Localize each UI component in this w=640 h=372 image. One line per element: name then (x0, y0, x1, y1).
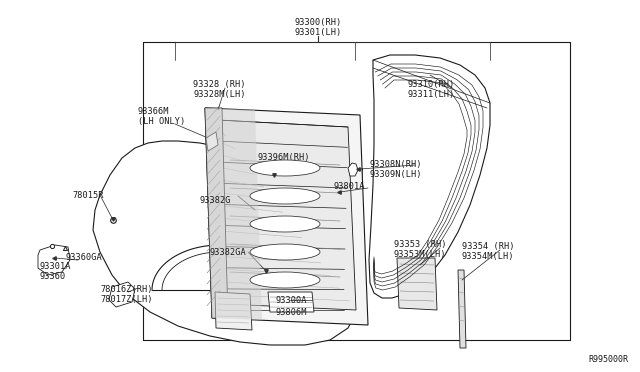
Text: 93366M: 93366M (138, 107, 170, 116)
Polygon shape (268, 292, 314, 312)
Text: 93353 (RH): 93353 (RH) (394, 240, 447, 249)
Ellipse shape (250, 216, 320, 232)
Text: 93301A: 93301A (40, 262, 72, 271)
Text: 93354 (RH): 93354 (RH) (462, 242, 515, 251)
Polygon shape (215, 292, 252, 330)
Text: R995000R: R995000R (588, 355, 628, 364)
Text: 93328 (RH): 93328 (RH) (193, 80, 246, 89)
Text: 93328M(LH): 93328M(LH) (193, 90, 246, 99)
Text: 93310(RH): 93310(RH) (408, 80, 455, 89)
Polygon shape (218, 120, 356, 310)
Text: 93300(RH): 93300(RH) (294, 18, 342, 27)
Text: 93360: 93360 (40, 272, 67, 281)
Polygon shape (205, 108, 228, 318)
Polygon shape (205, 108, 262, 320)
Polygon shape (206, 132, 218, 151)
Text: 93806M: 93806M (275, 308, 307, 317)
Text: 93309N(LH): 93309N(LH) (370, 170, 422, 179)
Text: 93397M(LH): 93397M(LH) (258, 163, 310, 172)
Text: 93353M(LH): 93353M(LH) (394, 250, 447, 259)
Ellipse shape (250, 160, 320, 176)
Ellipse shape (250, 244, 320, 260)
Text: 93360GA: 93360GA (65, 253, 102, 262)
Text: 78016Z(RH): 78016Z(RH) (100, 285, 152, 294)
Text: 93311(LH): 93311(LH) (408, 90, 455, 99)
Polygon shape (93, 141, 362, 345)
Text: 93382GA: 93382GA (210, 248, 247, 257)
Polygon shape (397, 258, 437, 310)
Text: 78017Z(LH): 78017Z(LH) (100, 295, 152, 304)
Text: 93300A: 93300A (275, 296, 307, 305)
Polygon shape (38, 245, 70, 275)
Polygon shape (348, 163, 358, 176)
Text: 93382G: 93382G (200, 196, 232, 205)
Polygon shape (205, 108, 368, 325)
Polygon shape (109, 282, 135, 307)
Text: 93396M(RH): 93396M(RH) (258, 153, 310, 162)
Text: 93308N(RH): 93308N(RH) (370, 160, 422, 169)
Ellipse shape (131, 200, 149, 226)
Ellipse shape (250, 188, 320, 204)
Polygon shape (458, 270, 466, 348)
Text: 78015R: 78015R (72, 191, 104, 200)
Text: 93801A: 93801A (334, 182, 365, 191)
Text: 93354M(LH): 93354M(LH) (462, 252, 515, 261)
Text: 93301(LH): 93301(LH) (294, 28, 342, 37)
Text: (LH ONLY): (LH ONLY) (138, 117, 185, 126)
Polygon shape (369, 55, 490, 298)
Ellipse shape (250, 272, 320, 288)
